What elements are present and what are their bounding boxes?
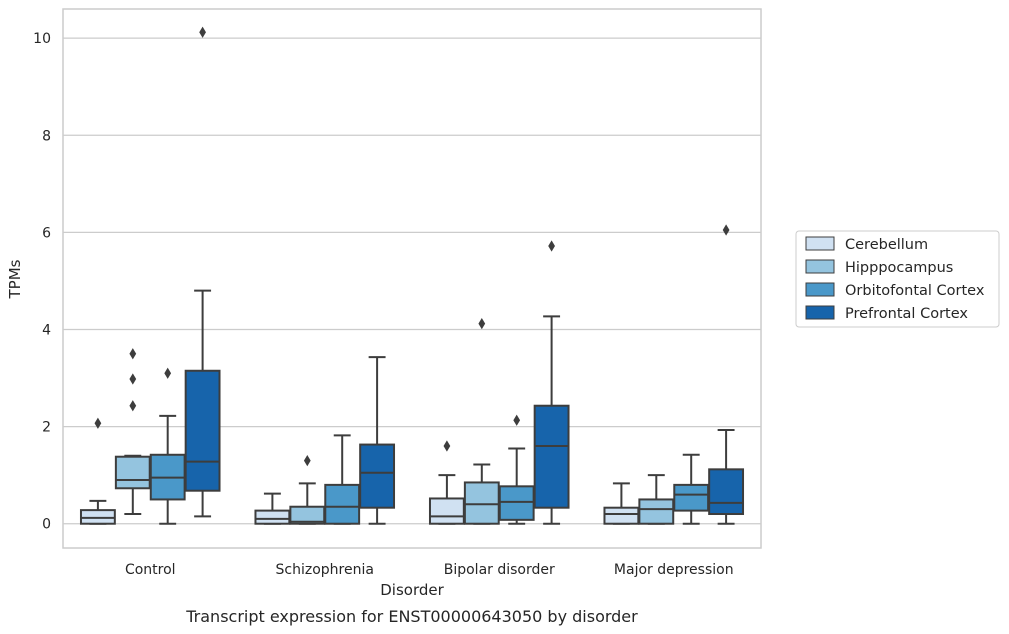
x-tick-label: Control xyxy=(125,562,176,578)
box-1-1 xyxy=(289,454,326,525)
legend-swatch xyxy=(805,282,835,297)
iqr-box xyxy=(708,468,745,516)
box-2-0 xyxy=(149,367,186,525)
outlier-point xyxy=(443,440,451,452)
outlier-point xyxy=(478,318,486,330)
box-0-3 xyxy=(603,482,640,525)
iqr-box xyxy=(428,497,465,525)
outlier-point xyxy=(164,367,172,379)
box-0-2 xyxy=(428,440,465,525)
y-tick-label: 6 xyxy=(42,225,51,241)
box-3-2 xyxy=(533,240,570,525)
outlier-point xyxy=(129,373,137,385)
iqr-box xyxy=(638,498,675,525)
legend-swatch xyxy=(805,305,835,320)
legend-swatch xyxy=(805,236,835,251)
outlier-point xyxy=(129,348,137,360)
outlier-point xyxy=(129,400,137,412)
y-tick-label: 2 xyxy=(42,420,51,436)
iqr-box xyxy=(603,506,640,525)
iqr-box xyxy=(289,505,326,525)
outlier-point xyxy=(722,224,730,236)
outlier-point xyxy=(303,454,311,467)
y-tick-labels: 0 2 4 6 8 10 xyxy=(33,31,51,533)
x-tick-labels: Control Schizophrenia Bipolar disorder Majo… xyxy=(125,562,734,578)
iqr-box xyxy=(673,483,710,512)
iqr-box xyxy=(498,485,535,521)
legend-swatch xyxy=(805,259,835,274)
legend: Cerebellum Hipppocampus Orbitofontal Corte… xyxy=(795,230,1000,328)
box-2-2 xyxy=(498,414,535,525)
box-1-2 xyxy=(463,318,500,525)
outlier-point xyxy=(513,414,521,426)
legend-label: Cerebellum xyxy=(845,237,928,253)
y-tick-label: 10 xyxy=(33,31,51,47)
iqr-box xyxy=(184,369,221,492)
legend-label: Orbitofontal Cortex xyxy=(845,283,985,299)
y-axis-label: TPMs xyxy=(6,259,24,299)
box-3-1 xyxy=(359,356,396,525)
iqr-box xyxy=(533,404,570,509)
box-3-3 xyxy=(708,224,745,525)
box-2-1 xyxy=(324,434,361,525)
legend-label: Hipppocampus xyxy=(845,260,953,276)
box-0-1 xyxy=(254,492,291,525)
plot-frame xyxy=(62,8,762,549)
box-0-0 xyxy=(79,417,116,525)
x-tick-label: Major depression xyxy=(614,562,734,578)
outlier-point xyxy=(94,417,102,429)
y-tick-label: 0 xyxy=(42,517,51,533)
legend-frame xyxy=(795,230,1000,328)
iqr-box xyxy=(324,483,361,525)
outlier-point xyxy=(548,240,555,252)
legend-label: Prefrontal Cortex xyxy=(845,306,968,322)
outlier-point xyxy=(199,26,206,38)
iqr-box xyxy=(359,443,396,509)
y-tick-label: 8 xyxy=(42,128,51,144)
x-tick-label: Bipolar disorder xyxy=(444,562,555,578)
iqr-box xyxy=(254,509,291,525)
iqr-box xyxy=(114,455,151,490)
x-tick-label: Schizophrenia xyxy=(276,562,374,578)
box-1-0 xyxy=(114,348,151,516)
box-groups xyxy=(79,26,745,525)
x-axis-label: Disorder xyxy=(380,581,444,599)
box-1-3 xyxy=(638,474,675,525)
iqr-box xyxy=(463,481,500,525)
chart-caption: Transcript expression for ENST0000064305… xyxy=(185,607,638,626)
y-tick-label: 4 xyxy=(42,322,51,338)
box-2-3 xyxy=(673,453,710,525)
box-3-0 xyxy=(184,26,221,518)
